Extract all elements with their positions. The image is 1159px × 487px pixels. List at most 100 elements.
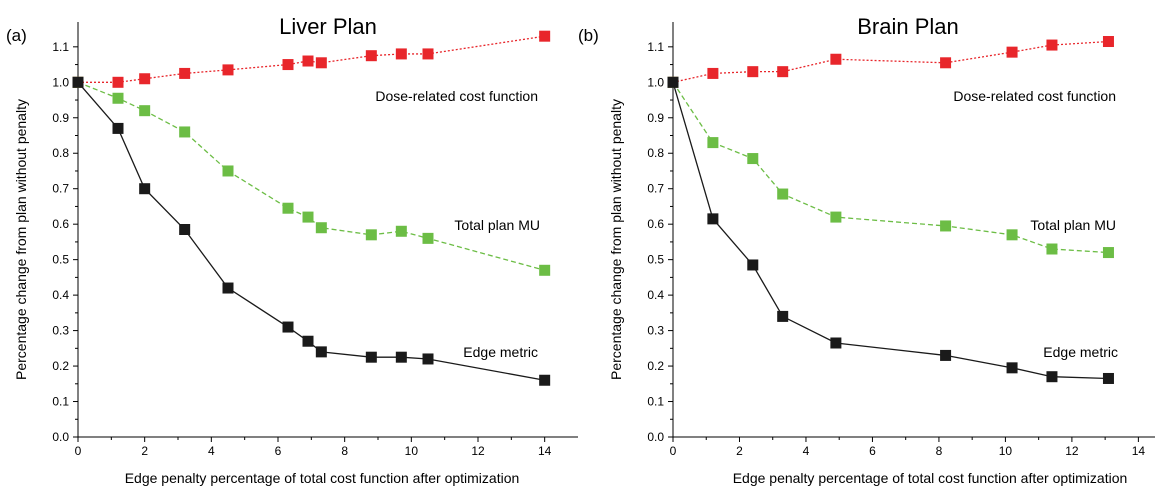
series-1: Total plan MU bbox=[73, 77, 551, 276]
data-point bbox=[423, 48, 434, 59]
y-tick-label: 1.1 bbox=[647, 40, 664, 54]
x-tick-label: 6 bbox=[869, 444, 876, 458]
x-tick-label: 4 bbox=[803, 444, 810, 458]
data-point bbox=[316, 346, 327, 357]
x-tick-label: 10 bbox=[999, 444, 1013, 458]
data-point bbox=[539, 265, 550, 276]
data-point bbox=[223, 165, 234, 176]
data-point bbox=[830, 338, 841, 349]
x-tick-label: 0 bbox=[670, 444, 677, 458]
data-point bbox=[747, 153, 758, 164]
data-point bbox=[73, 77, 84, 88]
data-point bbox=[707, 68, 718, 79]
data-point bbox=[940, 350, 951, 361]
data-point bbox=[283, 203, 294, 214]
data-point bbox=[707, 137, 718, 148]
chart-panel-0: 0 2 4 6 8 10 12 14 0.0 0.1 0.2 0.3 0.4 0.5 0.6 0.7 0.8 0.… bbox=[6, 14, 578, 486]
y-tick-label: 0.9 bbox=[647, 111, 664, 125]
y-tick-label: 0.7 bbox=[647, 182, 664, 196]
y-tick-label: 0.5 bbox=[52, 253, 69, 267]
data-point bbox=[303, 336, 314, 347]
data-point bbox=[940, 220, 951, 231]
x-tick-label: 14 bbox=[1132, 444, 1146, 458]
y-tick-label: 0.4 bbox=[52, 288, 69, 302]
x-tick-label: 0 bbox=[75, 444, 82, 458]
y-tick-label: 0.7 bbox=[52, 182, 69, 196]
y-tick-label: 0.1 bbox=[647, 395, 664, 409]
x-tick-label: 4 bbox=[208, 444, 215, 458]
x-axis-label: Edge penalty percentage of total cost fu… bbox=[733, 470, 1128, 486]
x-tick-label: 8 bbox=[341, 444, 348, 458]
y-tick-label: 0.4 bbox=[647, 288, 664, 302]
data-point bbox=[830, 212, 841, 223]
series-0: Dose-related cost function bbox=[668, 36, 1117, 104]
data-point bbox=[1103, 247, 1114, 258]
data-point bbox=[396, 48, 407, 59]
y-tick-label: 1.0 bbox=[647, 75, 664, 89]
y-tick-label: 0.8 bbox=[647, 146, 664, 160]
x-tick-label: 2 bbox=[141, 444, 148, 458]
data-point bbox=[396, 226, 407, 237]
data-point bbox=[1046, 371, 1057, 382]
data-point bbox=[283, 59, 294, 70]
panel-letter: (a) bbox=[6, 26, 27, 45]
data-point bbox=[668, 77, 679, 88]
data-point bbox=[366, 50, 377, 61]
data-point bbox=[113, 77, 124, 88]
x-tick-label: 6 bbox=[275, 444, 282, 458]
data-point bbox=[830, 54, 841, 65]
data-point bbox=[179, 224, 190, 235]
data-point bbox=[113, 93, 124, 104]
data-point bbox=[366, 229, 377, 240]
panel-letter: (b) bbox=[578, 26, 599, 45]
data-point bbox=[777, 189, 788, 200]
series-label: Dose-related cost function bbox=[953, 88, 1116, 104]
y-tick-label: 0.3 bbox=[52, 324, 69, 338]
data-point bbox=[303, 212, 314, 223]
y-axis-label: Percentage change from plan without pena… bbox=[13, 99, 29, 380]
y-tick-label: 0.3 bbox=[647, 324, 664, 338]
y-tick-label: 1.1 bbox=[52, 40, 69, 54]
data-point bbox=[283, 322, 294, 333]
data-point bbox=[396, 352, 407, 363]
data-point bbox=[139, 183, 150, 194]
data-point bbox=[747, 66, 758, 77]
x-tick-label: 12 bbox=[471, 444, 485, 458]
series-label: Edge metric bbox=[1043, 344, 1118, 360]
y-tick-label: 0.2 bbox=[52, 359, 69, 373]
data-point bbox=[940, 57, 951, 68]
data-point bbox=[539, 31, 550, 42]
data-point bbox=[223, 283, 234, 294]
x-tick-label: 8 bbox=[936, 444, 943, 458]
y-tick-label: 0.8 bbox=[52, 146, 69, 160]
data-point bbox=[366, 352, 377, 363]
series-label: Dose-related cost function bbox=[375, 88, 538, 104]
data-point bbox=[316, 222, 327, 233]
series-label: Total plan MU bbox=[454, 217, 540, 233]
y-tick-label: 0.0 bbox=[52, 430, 69, 444]
data-point bbox=[423, 353, 434, 364]
x-tick-label: 10 bbox=[405, 444, 419, 458]
series-label: Total plan MU bbox=[1030, 217, 1116, 233]
data-point bbox=[179, 68, 190, 79]
data-point bbox=[179, 126, 190, 137]
data-point bbox=[316, 57, 327, 68]
data-point bbox=[423, 233, 434, 244]
y-tick-label: 0.5 bbox=[647, 253, 664, 267]
y-tick-label: 1.0 bbox=[52, 75, 69, 89]
data-point bbox=[1103, 36, 1114, 47]
y-tick-label: 0.1 bbox=[52, 395, 69, 409]
data-point bbox=[777, 66, 788, 77]
data-point bbox=[777, 311, 788, 322]
data-point bbox=[1007, 47, 1018, 58]
data-point bbox=[303, 56, 314, 67]
series-0: Dose-related cost function bbox=[73, 31, 551, 104]
data-point bbox=[1046, 244, 1057, 255]
data-point bbox=[139, 105, 150, 116]
data-point bbox=[223, 64, 234, 75]
data-point bbox=[1103, 373, 1114, 384]
x-tick-label: 14 bbox=[538, 444, 552, 458]
y-tick-label: 0.6 bbox=[52, 217, 69, 231]
data-point bbox=[747, 259, 758, 270]
y-tick-label: 0.9 bbox=[52, 111, 69, 125]
